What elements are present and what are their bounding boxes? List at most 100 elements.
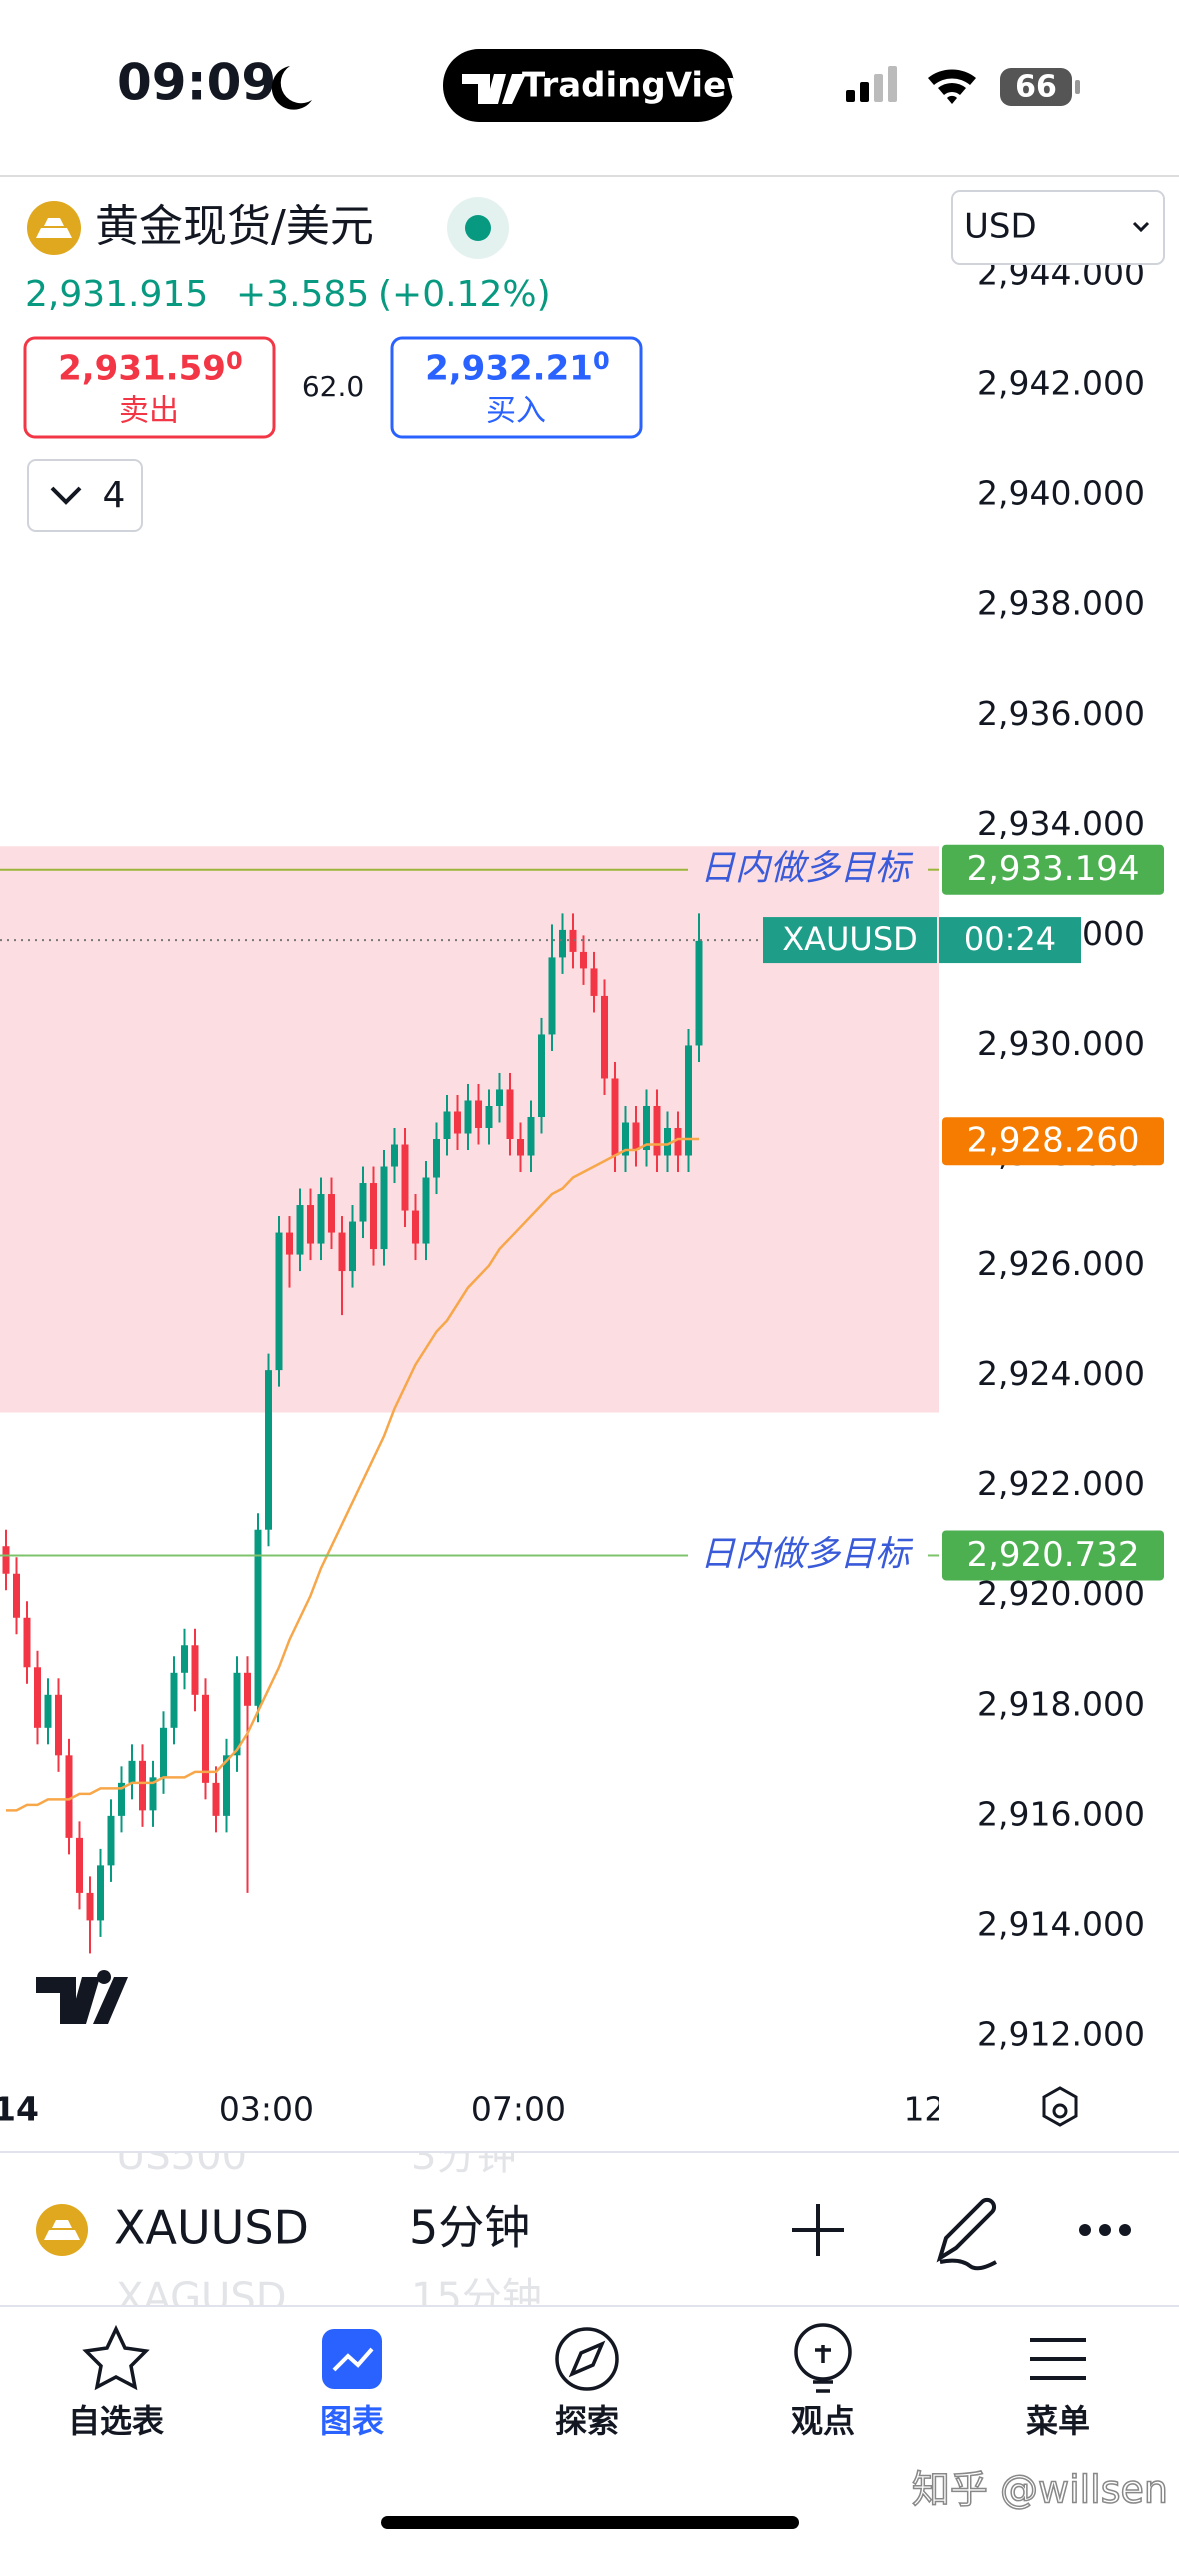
- currency: USD: [964, 207, 1037, 247]
- tab-label[interactable]: 自选表: [68, 2402, 164, 2440]
- candle-body: [233, 1672, 241, 1756]
- y-tick-label: 2,934.000: [977, 804, 1145, 843]
- candle-body: [55, 1694, 62, 1756]
- tab-label[interactable]: 观点: [791, 2402, 855, 2440]
- price-change: +3.585: [236, 274, 369, 315]
- candle-body: [13, 1573, 20, 1618]
- price-badge-label: 2,933.194: [966, 849, 1139, 889]
- candle-body: [611, 1078, 619, 1156]
- candle-body: [380, 1166, 388, 1250]
- last-price-symbol: XAUUSD: [782, 920, 918, 958]
- menu-icon[interactable]: [1030, 2338, 1086, 2380]
- signal-bar: [874, 74, 883, 102]
- signal-bar: [860, 82, 869, 102]
- candle-body: [128, 1760, 136, 1783]
- candle-body: [475, 1100, 482, 1128]
- tab-label[interactable]: 探索: [555, 2402, 619, 2440]
- candle-body: [496, 1089, 503, 1106]
- ghost-symbol: XAGUSD: [116, 2275, 287, 2321]
- bulb-base: [813, 2345, 833, 2393]
- candle-body: [160, 1727, 167, 1778]
- y-tick-label: 2,930.000: [977, 1024, 1145, 1063]
- chevron-down: [50, 486, 82, 505]
- candle-body: [97, 1865, 104, 1921]
- candle-body: [391, 1144, 398, 1167]
- target-label: 日内做多目标: [700, 1534, 914, 1574]
- ideas-icon[interactable]: [794, 2323, 852, 2381]
- y-tick-label: 2,926.000: [977, 1244, 1145, 1283]
- price-badge: [942, 844, 1164, 895]
- add-button[interactable]: [792, 2204, 844, 2256]
- candle-body: [401, 1144, 409, 1211]
- x-tick-label: 03:00: [219, 2090, 314, 2129]
- draw-button[interactable]: [936, 2197, 997, 2271]
- settings-dot: [1052, 2103, 1068, 2119]
- candle-body: [118, 1782, 125, 1816]
- candle-body: [328, 1194, 335, 1233]
- candle-body: [464, 1100, 472, 1134]
- candle-body: [202, 1694, 209, 1783]
- candle-body: [149, 1777, 157, 1811]
- signal-icon: [846, 66, 897, 102]
- candle-body: [685, 1045, 692, 1156]
- candle-body: [433, 1139, 440, 1178]
- gold-bars: [44, 2220, 80, 2240]
- candle-body: [454, 1111, 461, 1134]
- ma-badge: [942, 1117, 1164, 1166]
- candle-body: [695, 940, 703, 1046]
- price-badge-label: 2,920.732: [966, 1535, 1139, 1575]
- candle-body: [275, 1232, 283, 1371]
- candle-body: [34, 1667, 41, 1728]
- candle-body: [170, 1672, 178, 1728]
- toolbar-symbol[interactable]: XAUUSD: [114, 2201, 309, 2255]
- y-tick-label: 2,922.000: [977, 1464, 1145, 1503]
- symbol-name[interactable]: 黄金现货/美元: [95, 201, 374, 252]
- ghost-interval: 3分钟: [411, 2133, 516, 2179]
- candle-body: [664, 1128, 671, 1156]
- y-tick-label: 2,918.000: [977, 1684, 1145, 1723]
- candle-body: [307, 1205, 314, 1244]
- explore-icon[interactable]: [555, 2327, 619, 2391]
- moving-average: [6, 1137, 699, 1812]
- ma-badge-label: 2,928.260: [966, 1121, 1139, 1161]
- watchlist-icon[interactable]: [82, 2324, 150, 2391]
- candle-body: [254, 1529, 262, 1706]
- settings-icon[interactable]: [1042, 2086, 1078, 2127]
- x-tick-label: 07:00: [471, 2090, 566, 2129]
- symbol-toolbar: US500 3分钟 XAGUSD 15分钟: [116, 2133, 542, 2321]
- y-tick-label: 2,936.000: [977, 694, 1145, 733]
- tab-label[interactable]: 菜单: [1026, 2402, 1090, 2440]
- buy-label: 买入: [486, 394, 546, 429]
- candle-body: [191, 1645, 199, 1695]
- candle-body: [422, 1177, 430, 1244]
- brand-name: TradingView: [522, 66, 758, 106]
- select-arrow: [1132, 221, 1150, 233]
- tab-label-active[interactable]: 图表: [320, 2402, 384, 2440]
- candle-body: [359, 1183, 367, 1222]
- candle-body: [674, 1128, 682, 1156]
- home-indicator: [381, 2516, 799, 2529]
- candle-body: [506, 1089, 514, 1140]
- wifi-icon: [928, 69, 976, 104]
- signal-bar: [846, 90, 855, 102]
- market-open-dot: [465, 215, 491, 241]
- buy-button[interactable]: [390, 336, 643, 439]
- candle-body: [107, 1815, 115, 1866]
- sell-button[interactable]: [23, 336, 276, 439]
- ask-pip: 0: [593, 347, 610, 375]
- candle-body: [590, 968, 598, 996]
- target-label: 日内做多目标: [700, 849, 914, 889]
- currency-select[interactable]: [951, 190, 1165, 265]
- candle-body: [653, 1105, 661, 1156]
- toolbar-interval[interactable]: 5分钟: [409, 2201, 530, 2255]
- indicators-toggle[interactable]: [27, 459, 143, 532]
- candle-body: [601, 995, 608, 1079]
- candle-body: [527, 1116, 535, 1156]
- tv-watermark: [36, 1970, 128, 2024]
- more-button[interactable]: [1079, 2224, 1131, 2236]
- candle-body: [632, 1122, 640, 1151]
- watermark: 知乎 @willsen: [912, 2468, 1168, 2512]
- dot: [1079, 2224, 1091, 2236]
- candle-body: [181, 1645, 188, 1673]
